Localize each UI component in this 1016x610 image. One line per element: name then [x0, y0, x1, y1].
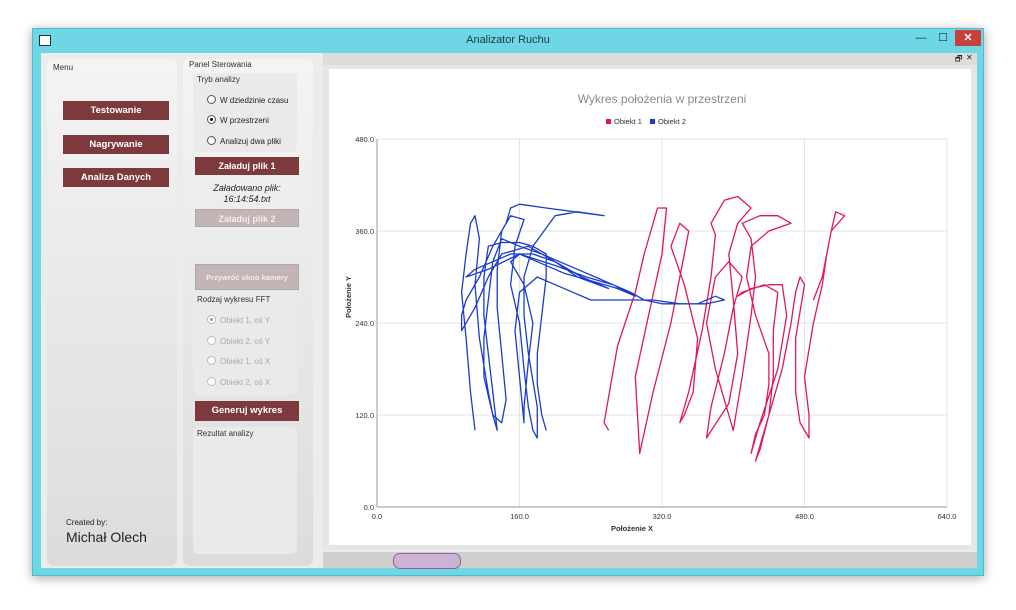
loaded-file-label: Załadowano plik: — [213, 183, 281, 193]
y-axis-label: Położenie Y — [344, 276, 353, 318]
y-tick-label: 480.0 — [355, 135, 374, 144]
chart-container: 🗗 ✕ Wykres położenia w przestrzeni Obiekt… — [323, 53, 977, 550]
close-chart-icon[interactable]: ✕ — [966, 53, 973, 62]
client-area: Menu Testowanie Nagrywanie Analiza Danyc… — [41, 53, 977, 569]
result-group: Rezultat analizy — [193, 427, 297, 554]
restore-camera-button[interactable]: Przywróć okno kamery — [195, 264, 299, 290]
legend-swatch — [606, 119, 611, 124]
fft-group: Rodzaj wykresu FFT Obiekt 1, oś Y Obiekt… — [193, 293, 297, 395]
position-chart: Wykres położenia w przestrzeni Obiekt 1 Ob… — [344, 92, 957, 533]
nagrywanie-button[interactable]: Nagrywanie — [63, 135, 169, 154]
y-tick-label: 360.0 — [355, 227, 374, 236]
series-line-obiekt-2 — [460, 203, 725, 439]
result-label: Rezultat analizy — [197, 429, 254, 438]
load-file-2-button[interactable]: Załaduj plik 2 — [195, 209, 299, 227]
legend-swatch — [650, 119, 655, 124]
radio-label: Obiekt 2, oś X — [220, 378, 271, 387]
radio-dot-icon — [207, 356, 216, 365]
analiza-danych-button[interactable]: Analiza Danych — [63, 168, 169, 187]
radio-label: W przestrzeni — [220, 116, 269, 125]
control-panel-label: Panel Sterowania — [189, 60, 252, 69]
x-tick-label: 160.0 — [510, 512, 529, 521]
chart-header: 🗗 ✕ — [323, 53, 977, 65]
window-title: Analizator Ruchu — [466, 34, 550, 46]
radio-label: Obiekt 2, oś Y — [220, 337, 271, 346]
chart-title: Wykres położenia w przestrzeni — [578, 92, 747, 106]
radio-label: Obiekt 1, oś X — [220, 357, 271, 366]
app-window: Analizator Ruchu — ☐ ✕ Menu Testowanie N… — [32, 28, 984, 576]
radio-dot-icon — [207, 136, 216, 145]
scrollbar-thumb[interactable] — [393, 553, 461, 569]
mode-radio-space[interactable]: W przestrzeni — [207, 115, 269, 125]
menu-panel: Menu Testowanie Nagrywanie Analiza Danyc… — [47, 59, 177, 566]
mode-radio-time[interactable]: W dziedzinie czasu — [207, 95, 288, 105]
series-line-obiekt-1 — [603, 195, 846, 462]
mode-group: Tryb analizy W dziedzinie czasu W przest… — [193, 73, 297, 152]
radio-label: Obiekt 1, oś Y — [220, 316, 271, 325]
restore-chart-icon[interactable]: 🗗 — [955, 54, 963, 63]
menu-label: Menu — [53, 63, 74, 72]
mode-radio-two-files[interactable]: Analizuj dwa pliki — [207, 136, 281, 146]
fft-radio-obj2-x[interactable]: Obiekt 2, oś X — [207, 377, 270, 387]
chart-card: Wykres położenia w przestrzeni Obiekt 1 Ob… — [329, 69, 971, 545]
radio-dot-selected-icon — [207, 115, 216, 124]
radio-label: Analizuj dwa pliki — [220, 137, 281, 146]
radio-dot-icon — [207, 377, 216, 386]
title-bar[interactable]: Analizator Ruchu — ☐ ✕ — [33, 29, 983, 53]
maximize-button[interactable]: ☐ — [938, 32, 948, 44]
x-tick-label: 0.0 — [372, 512, 382, 521]
radio-label: W dziedzinie czasu — [220, 96, 289, 105]
fft-radio-obj2-y[interactable]: Obiekt 2, oś Y — [207, 336, 270, 346]
window-menu-icon[interactable] — [39, 35, 51, 46]
legend-label: Obiekt 2 — [658, 117, 686, 126]
minimize-button[interactable]: — — [915, 32, 927, 44]
fft-radio-obj1-x[interactable]: Obiekt 1, oś X — [207, 356, 270, 366]
y-tick-label: 240.0 — [355, 319, 374, 328]
x-tick-label: 640.0 — [938, 512, 957, 521]
close-button[interactable]: ✕ — [955, 30, 981, 46]
created-by-label: Created by: — [66, 518, 108, 527]
testowanie-button[interactable]: Testowanie — [63, 101, 169, 120]
horizontal-scrollbar[interactable] — [323, 552, 977, 569]
load-file-1-button[interactable]: Załaduj plik 1 — [195, 157, 299, 175]
radio-dot-icon — [207, 336, 216, 345]
x-tick-label: 480.0 — [795, 512, 814, 521]
fft-group-label: Rodzaj wykresu FFT — [197, 295, 271, 304]
radio-dot-icon — [207, 95, 216, 104]
author-name: Michał Olech — [66, 529, 147, 545]
generate-chart-button[interactable]: Generuj wykres — [195, 401, 299, 421]
y-tick-label: 120.0 — [355, 411, 374, 420]
fft-radio-obj1-y[interactable]: Obiekt 1, oś Y — [207, 315, 270, 325]
x-tick-label: 320.0 — [653, 512, 672, 521]
control-panel: Panel Sterowania Tryb analizy W dziedzin… — [183, 59, 313, 566]
radio-dot-selected-icon — [207, 315, 216, 324]
y-tick-label: 0.0 — [364, 503, 374, 512]
legend-label: Obiekt 1 — [614, 117, 642, 126]
loaded-file-name: 16:14:54.txt — [223, 194, 271, 204]
x-axis-label: Położenie X — [611, 524, 653, 533]
mode-group-label: Tryb analizy — [197, 75, 240, 84]
